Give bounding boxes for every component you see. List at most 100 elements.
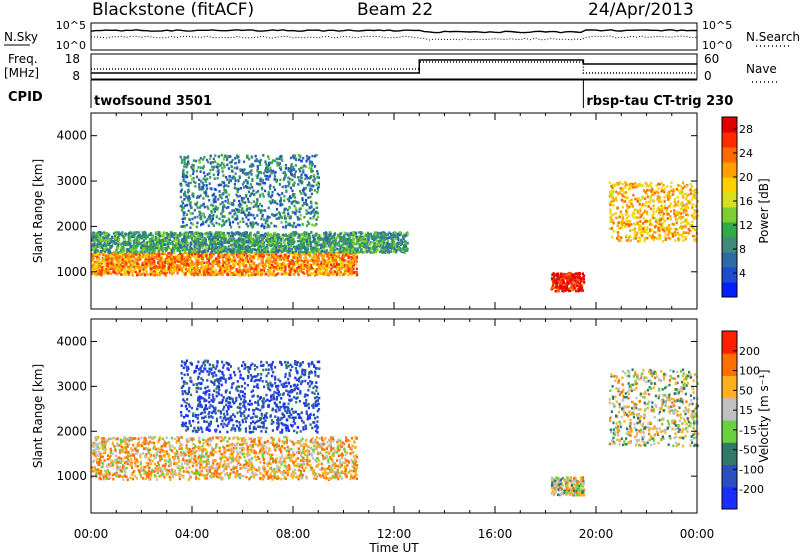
heatmap-cell — [170, 232, 174, 236]
heatmap-cell — [251, 272, 254, 276]
heatmap-cell — [244, 201, 247, 204]
heatmap-cell — [223, 181, 226, 184]
heatmap-cell — [312, 259, 315, 262]
heatmap-cell — [352, 231, 355, 235]
heatmap-cell — [317, 185, 320, 189]
heatmap-cell — [132, 255, 135, 259]
heatmap-cell — [289, 273, 292, 276]
heatmap-cell — [116, 236, 119, 239]
heatmap-cell — [256, 169, 259, 172]
heatmap-cell — [113, 264, 116, 267]
heatmap-cell — [225, 257, 228, 261]
heatmap-cell — [267, 233, 270, 237]
heatmap-cell — [156, 238, 159, 242]
heatmap-cell — [154, 266, 157, 270]
heatmap-cell — [213, 187, 216, 191]
heatmap-cell — [347, 233, 350, 237]
heatmap-cell — [195, 264, 198, 268]
heatmap-cell — [273, 175, 276, 178]
heatmap-cell — [283, 195, 286, 198]
heatmap-cell — [326, 272, 329, 275]
heatmap-cell — [131, 235, 134, 238]
heatmap-cell — [268, 157, 271, 161]
heatmap-cell — [169, 234, 173, 238]
heatmap-cell — [207, 257, 210, 261]
heatmap-cell — [146, 260, 149, 264]
heatmap-cell — [337, 255, 340, 258]
heatmap-cell — [257, 205, 260, 208]
heatmap-cell — [362, 251, 365, 254]
heatmap-cell — [240, 242, 243, 246]
heatmap-cell — [103, 259, 106, 263]
heatmap-cell — [186, 196, 189, 200]
heatmap-cell — [276, 254, 279, 258]
heatmap-cell — [402, 247, 405, 251]
heatmap-cell — [254, 255, 257, 258]
heatmap-cell — [267, 155, 270, 158]
heatmap-cell — [256, 234, 259, 238]
heatmap-cell — [235, 187, 238, 191]
heatmap-cell — [123, 238, 126, 241]
heatmap-cell — [360, 237, 363, 241]
heatmap-cell — [164, 274, 167, 277]
heatmap-cell — [222, 166, 225, 169]
heatmap-cell — [140, 249, 143, 253]
heatmap-cell — [227, 258, 230, 262]
heatmap-cell — [361, 239, 364, 243]
heatmap-cell — [159, 242, 162, 246]
heatmap-cell — [100, 250, 103, 253]
heatmap-cell — [212, 270, 215, 274]
heatmap-cell — [305, 212, 308, 216]
heatmap-cell — [295, 209, 298, 213]
heatmap-cell — [283, 171, 286, 175]
heatmap-cell — [292, 232, 295, 236]
heatmap-cell — [260, 178, 263, 182]
heatmap-cell — [302, 202, 306, 206]
heatmap-cell — [338, 271, 341, 275]
heatmap-cell — [291, 242, 294, 245]
heatmap-cell — [284, 265, 287, 269]
heatmap-cell — [187, 184, 190, 188]
heatmap-cell — [304, 232, 307, 235]
heatmap-cell — [290, 163, 293, 166]
heatmap-cell — [349, 260, 352, 264]
heatmap-cell — [274, 250, 277, 253]
heatmap-cell — [228, 256, 231, 259]
heatmap-cell — [199, 215, 202, 218]
heatmap-cell — [187, 181, 190, 185]
heatmap-cell — [105, 246, 108, 250]
heatmap-cell — [205, 254, 208, 258]
heatmap-cell — [286, 197, 289, 201]
heatmap-cell — [236, 190, 239, 193]
heatmap-cell — [171, 235, 174, 238]
heatmap-cell — [237, 270, 240, 274]
heatmap-cell — [167, 265, 171, 269]
heatmap-cell — [300, 173, 303, 177]
heatmap-cell — [392, 234, 395, 238]
heatmap-cell — [279, 245, 282, 249]
heatmap-cell — [273, 159, 276, 163]
heatmap-cell — [232, 176, 235, 179]
nsearch-trace — [90, 35, 698, 41]
heatmap-cell — [227, 245, 230, 248]
heatmap-cell — [231, 220, 235, 224]
heatmap-cell — [403, 251, 406, 254]
heatmap-cell — [144, 258, 147, 262]
heatmap-cell — [223, 237, 226, 240]
heatmap-cell — [248, 211, 251, 215]
heatmap-cell — [286, 208, 289, 212]
heatmap-cell — [372, 234, 375, 237]
heatmap-cell — [198, 195, 201, 199]
heatmap-cell — [325, 239, 328, 242]
heatmap-cell — [245, 231, 248, 234]
heatmap-cell — [98, 272, 102, 276]
heatmap-cell — [374, 233, 377, 237]
heatmap-cell — [285, 234, 288, 238]
heatmap-cell — [297, 273, 300, 277]
heatmap-cell — [210, 219, 214, 222]
heatmap-cell — [274, 241, 277, 245]
heatmap-cell — [332, 265, 335, 269]
heatmap-cell — [140, 254, 143, 258]
heatmap-cell — [262, 250, 265, 254]
heatmap-cell — [133, 248, 136, 252]
